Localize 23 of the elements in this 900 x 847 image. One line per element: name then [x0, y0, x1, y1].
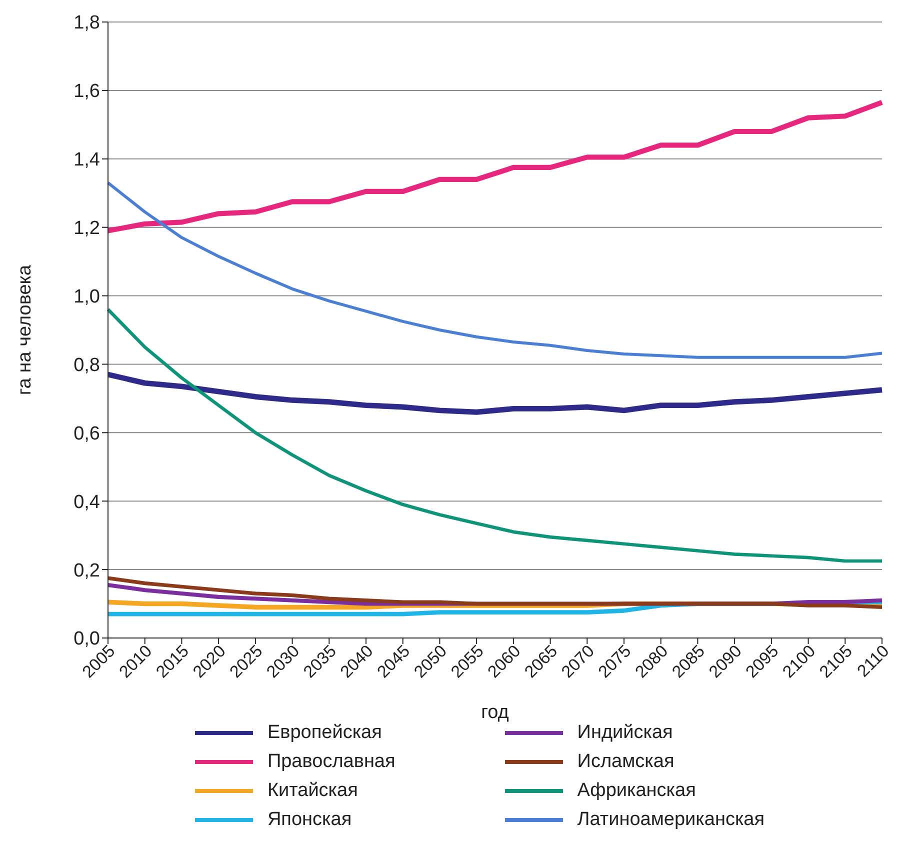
- y-tick-label: 0,4: [74, 492, 100, 513]
- y-tick-label: 0,0: [74, 628, 100, 650]
- y-tick-label: 1,4: [74, 150, 100, 171]
- y-tick-label: 1,8: [74, 12, 100, 34]
- legend-label: Китайская: [267, 780, 358, 802]
- line-series: [106, 308, 884, 563]
- legend-label: Японская: [267, 808, 352, 830]
- legend-label: Латиноамериканская: [577, 808, 765, 830]
- y-tick-label: 1,0: [74, 286, 100, 308]
- legend-label: Африканская: [577, 780, 696, 802]
- line-series: [106, 576, 884, 610]
- y-tick-label: 1,6: [74, 81, 100, 102]
- y-tick-label: 0,8: [74, 354, 100, 376]
- legend-label: Европейская: [267, 722, 382, 744]
- legend-label: Индийская: [577, 722, 673, 744]
- y-tick-label: 0,6: [74, 423, 100, 444]
- legend-label: Православная: [267, 750, 396, 772]
- x-axis-title: год: [481, 702, 509, 723]
- line-series: [106, 181, 884, 359]
- y-axis-title: га на человека: [14, 264, 36, 396]
- y-tick-label: 0,2: [74, 560, 100, 582]
- y-tick-label: 1,2: [74, 218, 100, 240]
- legend-label: Исламская: [577, 750, 674, 772]
